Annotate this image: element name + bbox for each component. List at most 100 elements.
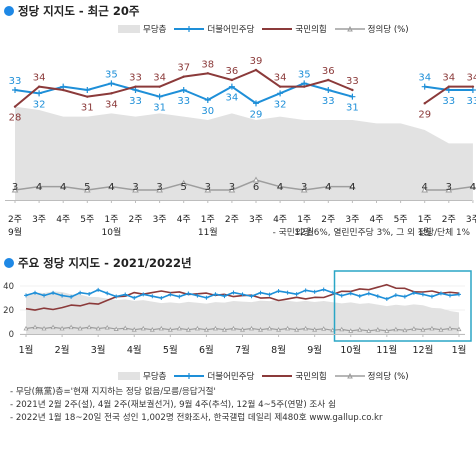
note-line: - 2021년 2월 2주(설), 4월 2주(재보궐선거), 9월 4주(추석… [10, 400, 336, 410]
data-point-justice [349, 183, 356, 190]
data-point-ppp [37, 85, 41, 88]
x-tick-label-week: 3주 [466, 214, 476, 225]
data-label-democratic: 33 [9, 76, 22, 87]
data-point-democratic [213, 292, 218, 297]
chart1-legend: 무당층 더불어민주당 국민의힘 정의당 (%) [118, 23, 417, 35]
data-point-ppp [303, 85, 306, 88]
data-point-justice [429, 325, 435, 331]
x-tick-label-week: 2주 [442, 214, 456, 225]
data-label-justice: 4 [277, 182, 283, 193]
data-point-democratic [339, 293, 344, 298]
data-point-democratic [303, 288, 308, 293]
data-label-justice: 4 [60, 182, 66, 193]
x-tick-label-week: 5주 [394, 214, 408, 225]
y-tick-label: 0 [9, 330, 14, 340]
data-point-ppp [254, 68, 258, 72]
data-point-justice [156, 186, 163, 193]
data-point-justice [330, 327, 336, 333]
data-point-democratic [258, 290, 263, 295]
data-point-democratic [366, 291, 371, 296]
data-point-justice [456, 326, 462, 332]
x-tick-label-month: 6월 [199, 344, 214, 356]
data-point-ppp [206, 72, 209, 75]
data-point-justice [185, 327, 191, 332]
legend-label: 무당층 [143, 372, 167, 382]
data-label-ppp: 34 [33, 73, 46, 84]
data-point-democratic [402, 294, 407, 299]
legend-item-democratic: 더불어민주당 [174, 370, 254, 382]
notes: - 무당(無黨)층='현재 지지하는 정당 없음/모름/응답거절' - 2021… [10, 386, 383, 425]
data-point-democratic [204, 295, 209, 300]
nonpartisan-area [15, 106, 473, 200]
legend-line-swatch-icon [174, 373, 205, 379]
data-point-justice [167, 327, 173, 332]
data-point-democratic [159, 296, 164, 301]
data-point-democratic [96, 287, 101, 292]
data-point-democratic [60, 83, 67, 90]
legend-label: 정의당 (%) [367, 25, 409, 35]
data-point-ppp [447, 85, 450, 88]
data-label-ppp: 34 [153, 73, 166, 84]
data-point-democratic [123, 292, 128, 297]
data-label-ppp: 29 [418, 109, 431, 120]
x-tick-label-month: 1월 [418, 226, 432, 238]
data-point-democratic [108, 80, 115, 87]
x-tick-label-week: 3주 [153, 214, 167, 225]
x-tick-label-week: 2주 [225, 214, 239, 225]
data-point-ppp [86, 95, 89, 98]
data-point-democratic [375, 294, 380, 299]
data-point-justice [276, 183, 284, 190]
data-point-justice [41, 325, 47, 331]
data-label-democratic: 35 [105, 69, 118, 80]
data-point-ppp [182, 75, 185, 78]
data-point-democratic [312, 289, 317, 294]
data-label-justice: 4 [470, 182, 476, 193]
data-label-justice: 6 [253, 182, 259, 193]
x-tick-label-week: 3주 [249, 214, 263, 225]
data-point-democratic [445, 87, 452, 93]
data-point-democratic [42, 293, 47, 298]
legend-line-swatch-icon [174, 26, 205, 32]
data-point-justice [228, 186, 236, 193]
data-point-democratic [87, 291, 92, 296]
legend-line-swatch-icon [262, 28, 293, 30]
data-point-democratic [132, 87, 139, 93]
data-point-justice [294, 327, 300, 332]
data-point-ppp [158, 85, 161, 88]
data-label-justice: 3 [12, 182, 18, 193]
x-tick-label-month: 7월 [235, 344, 250, 356]
data-label-democratic: 33 [129, 96, 142, 107]
data-point-justice [59, 183, 67, 190]
data-point-justice [285, 325, 291, 331]
legend-item-democratic: 더불어민주당 [174, 23, 254, 35]
data-point-democratic [384, 296, 389, 301]
data-point-justice [447, 325, 453, 331]
data-point-democratic [84, 87, 91, 93]
legend-label: 더불어민주당 [207, 372, 255, 382]
legend-line-swatch-icon [262, 375, 293, 377]
data-point-justice [375, 327, 381, 332]
data-point-democratic [168, 292, 173, 297]
data-point-democratic [231, 290, 236, 295]
data-point-justice [421, 186, 429, 193]
data-point-democratic [204, 97, 211, 103]
x-tick-label-month: 11월 [198, 226, 218, 238]
data-point-democratic [438, 291, 443, 296]
chart2-legend: 무당층 더불어민주당 국민의힘 정의당 (%) [118, 370, 417, 382]
data-point-justice [194, 325, 200, 331]
data-point-democratic [51, 290, 56, 295]
x-tick-label-month: 8월 [271, 344, 286, 356]
data-point-justice [249, 325, 254, 331]
data-label-justice: 4 [108, 182, 114, 193]
data-point-democratic [348, 291, 353, 296]
data-point-democratic [12, 87, 18, 93]
legend-label: 정의당 (%) [367, 372, 409, 382]
x-tick-label-week: 1주 [418, 214, 432, 225]
data-point-democratic [186, 291, 191, 296]
data-point-democratic [177, 294, 182, 299]
data-point-democratic [276, 289, 281, 294]
x-tick-label-week: 2주 [8, 214, 22, 225]
data-point-justice [324, 183, 332, 190]
data-point-justice [339, 326, 345, 332]
data-label-democratic: 33 [177, 96, 190, 107]
